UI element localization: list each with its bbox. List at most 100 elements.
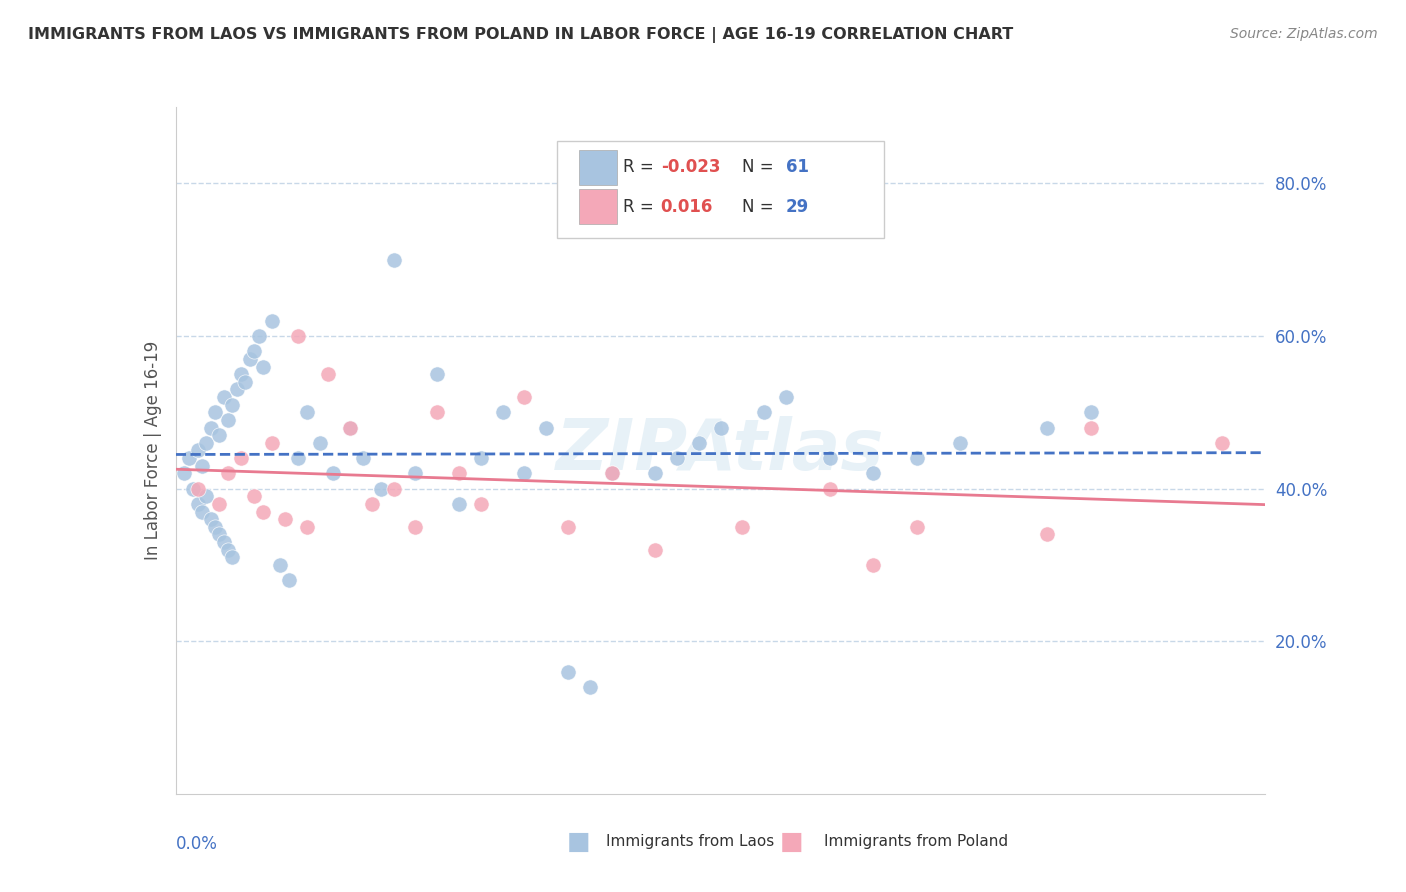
FancyBboxPatch shape: [579, 151, 617, 185]
Point: [644, 467, 666, 481]
Text: Immigrants from Laos: Immigrants from Laos: [606, 834, 775, 849]
Point: [370, 482, 392, 496]
Text: -0.023: -0.023: [661, 159, 720, 177]
Point: [426, 405, 449, 419]
Point: [247, 329, 270, 343]
Point: [295, 520, 318, 534]
Point: [322, 467, 344, 481]
Point: [339, 420, 361, 434]
Text: N =: N =: [742, 198, 779, 216]
Point: [470, 451, 492, 466]
Point: [318, 367, 340, 381]
Point: [204, 405, 226, 419]
Point: [191, 504, 214, 518]
Point: [269, 558, 291, 572]
Point: [426, 367, 449, 381]
Point: [239, 351, 262, 366]
Point: [818, 451, 841, 466]
Point: [278, 573, 301, 587]
Point: [204, 520, 226, 534]
Point: [231, 367, 253, 381]
Point: [195, 435, 218, 450]
Text: 0.0%: 0.0%: [176, 835, 218, 853]
Text: R =: R =: [623, 159, 658, 177]
Point: [308, 435, 330, 450]
Point: [405, 467, 427, 481]
FancyBboxPatch shape: [557, 141, 884, 237]
Y-axis label: In Labor Force | Age 16-19: In Labor Force | Age 16-19: [143, 341, 162, 560]
Point: [221, 398, 243, 412]
Point: [200, 512, 222, 526]
Point: [221, 550, 243, 565]
Point: [217, 542, 239, 557]
Point: [688, 435, 710, 450]
Point: [212, 535, 235, 549]
Point: [235, 375, 257, 389]
Point: [217, 413, 239, 427]
Point: [287, 329, 309, 343]
Point: [243, 489, 266, 503]
Text: Source: ZipAtlas.com: Source: ZipAtlas.com: [1230, 27, 1378, 41]
Point: [260, 314, 283, 328]
Point: [447, 467, 470, 481]
Point: [186, 497, 209, 511]
Point: [470, 497, 492, 511]
Point: [1036, 527, 1059, 541]
Text: IMMIGRANTS FROM LAOS VS IMMIGRANTS FROM POLAND IN LABOR FORCE | AGE 16-19 CORREL: IMMIGRANTS FROM LAOS VS IMMIGRANTS FROM …: [28, 27, 1014, 43]
Point: [200, 420, 222, 434]
Text: 29: 29: [786, 198, 810, 216]
Text: Immigrants from Poland: Immigrants from Poland: [824, 834, 1008, 849]
Point: [534, 420, 557, 434]
Point: [731, 520, 754, 534]
Point: [1211, 435, 1233, 450]
Point: [862, 467, 884, 481]
Point: [191, 458, 214, 473]
Point: [208, 428, 231, 442]
Text: N =: N =: [742, 159, 779, 177]
Point: [231, 451, 253, 466]
Point: [252, 359, 274, 374]
Point: [208, 527, 231, 541]
Point: [252, 504, 274, 518]
Text: R =: R =: [623, 198, 658, 216]
Point: [208, 497, 231, 511]
Point: [186, 482, 209, 496]
Point: [600, 467, 623, 481]
Point: [818, 482, 841, 496]
Point: [1080, 405, 1102, 419]
Point: [600, 467, 623, 481]
Point: [905, 520, 928, 534]
Text: ■: ■: [779, 830, 803, 854]
Point: [1036, 420, 1059, 434]
Point: [181, 482, 204, 496]
Point: [644, 542, 666, 557]
Point: [177, 451, 200, 466]
Point: [557, 520, 579, 534]
Point: [949, 435, 972, 450]
Text: 61: 61: [786, 159, 808, 177]
Point: [382, 252, 405, 267]
Point: [775, 390, 797, 404]
Point: [382, 482, 405, 496]
Point: [360, 497, 382, 511]
Point: [754, 405, 776, 419]
Point: [260, 435, 283, 450]
Point: [217, 467, 239, 481]
Point: [513, 467, 536, 481]
Point: [352, 451, 374, 466]
Point: [492, 405, 515, 419]
Point: [243, 344, 266, 359]
Text: 0.016: 0.016: [661, 198, 713, 216]
Point: [666, 451, 689, 466]
Point: [225, 383, 247, 397]
Point: [447, 497, 470, 511]
Point: [274, 512, 297, 526]
Point: [287, 451, 309, 466]
Point: [405, 520, 427, 534]
Text: ■: ■: [567, 830, 591, 854]
Point: [212, 390, 235, 404]
Point: [710, 420, 733, 434]
Point: [339, 420, 361, 434]
Point: [1080, 420, 1102, 434]
Point: [579, 680, 602, 694]
